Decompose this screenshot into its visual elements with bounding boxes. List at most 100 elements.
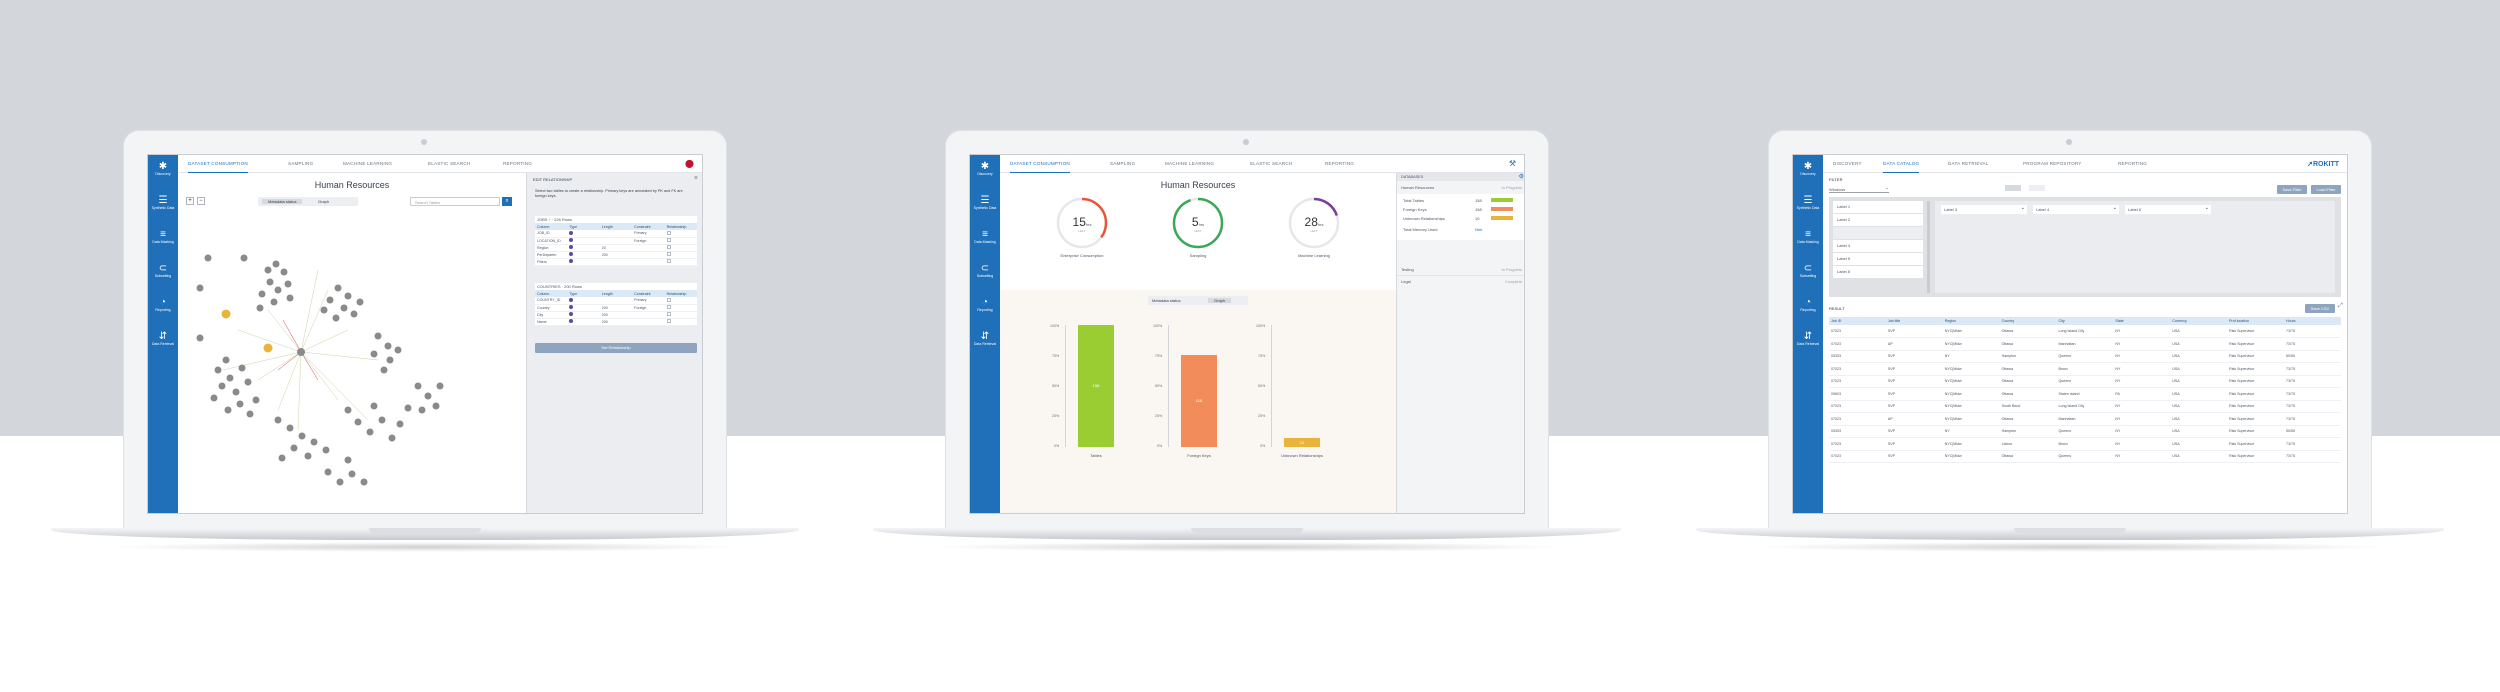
tab-discovery[interactable]: DISCOVERY xyxy=(1833,161,1862,166)
zoom-out-button[interactable]: − xyxy=(197,197,205,205)
table-row[interactable]: COUNTRY_ID Primary xyxy=(535,297,697,305)
tab-reporting[interactable]: REPORTING xyxy=(2118,161,2148,166)
table-row[interactable]: Country 200 Foreign xyxy=(535,304,697,312)
grid-view-icon[interactable] xyxy=(2029,185,2045,191)
table-row[interactable]: 07023 SVP NYC|Midw South Bend Long Island Ci… xyxy=(1829,400,2341,413)
tab-sampling[interactable]: SAMPLING xyxy=(288,161,314,166)
table-row[interactable]: 07023 SVP NYC|Midw Ottawa Queens NY USA Risk Su… xyxy=(1829,375,2341,388)
sidebar-item-discovery[interactable]: ✱ Discovery xyxy=(1793,161,1823,176)
gear-icon[interactable]: ⚙ xyxy=(1518,174,1524,180)
tab-elastic-search[interactable]: ELASTIC SEARCH xyxy=(1250,161,1293,166)
tab-program-repository[interactable]: PROGRAM REPOSITORY xyxy=(2023,161,2082,166)
table-row[interactable]: 07023 SVP NYC|Midw Ottawa Queens NY USA Risk Su… xyxy=(1829,450,2341,463)
relationship-checkbox[interactable] xyxy=(666,238,671,242)
tab-dataset-consumption[interactable]: DATASET CONSUMPTION xyxy=(188,161,248,173)
tab-data-catalog[interactable]: DATA CATALOG xyxy=(1883,161,1920,173)
sidebar-item-synthetic[interactable]: ☰ Synthetic Data xyxy=(970,195,1000,210)
table-row[interactable]: 07023 AP NYC|Midw Ottawa Manhattan NY USA Risk … xyxy=(1829,337,2341,351)
sidebar-item-masking[interactable]: ≡ Data Masking xyxy=(148,229,178,244)
list-item[interactable]: Label 2 xyxy=(1833,214,1923,226)
table-row[interactable]: 07023 AP NYC|Midw Ottawa Manhattan NY USA Risk … xyxy=(1829,412,2341,426)
tab-reporting[interactable]: REPORTING xyxy=(503,161,533,166)
save-filter-button[interactable]: Save Filter xyxy=(2277,185,2307,194)
set-relationship-button[interactable]: Set Relationship xyxy=(535,343,697,353)
column-header[interactable]: Hours xyxy=(2284,317,2341,325)
relationship-checkbox[interactable] xyxy=(666,312,671,316)
list-item-empty[interactable] xyxy=(1833,227,1923,239)
relationship-checkbox[interactable] xyxy=(666,305,671,309)
sidebar-item-retrieval[interactable]: ⇵ Data Retrieval xyxy=(970,331,1000,346)
table-row[interactable]: 05603 SVP NYC|Midw Ottawa Staten Island PA USA… xyxy=(1829,387,2341,401)
table-row[interactable]: LOCATION_ID Foreign xyxy=(535,237,697,245)
relationship-checkbox[interactable] xyxy=(666,230,671,235)
toggle-graph[interactable]: Graph xyxy=(318,199,330,204)
list-scrollbar[interactable] xyxy=(1927,201,1930,293)
filter-dropdown[interactable]: Label 4 ⌄ xyxy=(2033,205,2119,214)
save-csv-button[interactable]: Save CSV xyxy=(2305,304,2335,313)
table-row[interactable]: Region 20 xyxy=(535,244,697,252)
search-input[interactable]: Search Tables xyxy=(410,197,500,206)
sidebar-item-subsetting[interactable]: ⊂ Subsetting xyxy=(148,263,178,278)
sidebar-item-subsetting[interactable]: ⊂ Subsetting xyxy=(1793,263,1823,278)
table-row[interactable]: 07023 SVP NYC|Midw Ottawa Bronx NY USA Risk Sup… xyxy=(1829,362,2341,376)
column-header[interactable]: Job ID xyxy=(1829,317,1886,325)
table-row[interactable]: 05303 SVP NY Hampton Queens NY USA Risk Supervi… xyxy=(1829,425,2341,438)
tab-reporting[interactable]: REPORTING xyxy=(1325,161,1355,166)
table-row[interactable]: 07023 SVP NYC|Midw Lisbon Bronx NY USA Risk Sup… xyxy=(1829,437,2341,451)
relationship-checkbox[interactable] xyxy=(666,297,671,302)
sidebar-item-reporting[interactable]: ◔ Reporting xyxy=(148,297,178,312)
column-header[interactable]: State xyxy=(2113,317,2171,325)
table-row[interactable]: 05303 SVP NY Hampton Queens NY USA Risk Supervi… xyxy=(1829,350,2341,363)
tab-sampling[interactable]: SAMPLING xyxy=(1110,161,1136,166)
sidebar-item-reporting[interactable]: ◔ Reporting xyxy=(1793,297,1823,312)
expand-icon[interactable]: ⤢ xyxy=(2338,303,2343,309)
sidebar-item-masking[interactable]: ≡ Data Masking xyxy=(970,229,1000,244)
column-header[interactable]: Region xyxy=(1942,317,2000,325)
list-item[interactable]: Label 5 xyxy=(1833,253,1923,265)
close-icon[interactable]: × xyxy=(693,175,698,182)
db-row-name[interactable]: Testing xyxy=(1401,267,1414,272)
tab-machine-learning[interactable]: MACHINE LEARNING xyxy=(1165,161,1215,166)
list-item[interactable]: Label 6 xyxy=(1833,266,1923,278)
sidebar-item-subsetting[interactable]: ⊂ Subsetting xyxy=(970,263,1000,278)
sidebar-item-discovery[interactable]: ✱ Discovery xyxy=(970,161,1000,176)
column-header[interactable]: City xyxy=(2056,317,2114,325)
tools-icon[interactable]: ⚒ xyxy=(1508,159,1516,168)
tab-machine-learning[interactable]: MACHINE LEARNING xyxy=(343,161,393,166)
table-row[interactable]: Name 200 xyxy=(535,318,697,326)
table-row[interactable]: PerDepartm 200 xyxy=(535,251,697,259)
column-header[interactable]: Prof.location xyxy=(2227,317,2284,325)
tab-elastic-search[interactable]: ELASTIC SEARCH xyxy=(428,161,471,166)
sidebar-item-synthetic[interactable]: ☰ Synthetic Data xyxy=(148,195,178,210)
relationship-checkbox[interactable] xyxy=(666,319,671,323)
filter-select[interactable]: Windows ⌄ xyxy=(1829,185,1889,193)
filter-dropdown[interactable]: Label 6 ⌄ xyxy=(2125,205,2211,214)
tab-dataset-consumption[interactable]: DATASET CONSUMPTION xyxy=(1010,161,1070,173)
sidebar-item-masking[interactable]: ≡ Data Masking xyxy=(1793,229,1823,244)
table-row[interactable]: City 200 xyxy=(535,311,697,319)
load-filter-button[interactable]: Load Filter xyxy=(2311,185,2341,194)
table-row[interactable]: 07023 SVP NYC|Midw Ottawa Long Island City NY… xyxy=(1829,325,2341,338)
column-header[interactable]: Country xyxy=(1999,317,2057,325)
table-row[interactable]: Filters xyxy=(535,258,697,266)
list-item[interactable]: Label 4 xyxy=(1833,240,1923,252)
sidebar-item-retrieval[interactable]: ⇵ Data Retrieval xyxy=(1793,331,1823,346)
zoom-in-button[interactable]: + xyxy=(186,197,194,205)
toggle-metadata[interactable]: Metadata status xyxy=(262,199,303,204)
view-toggle[interactable]: Metadata status Graph xyxy=(1148,296,1248,305)
db-row-name[interactable]: Legal xyxy=(1401,279,1411,284)
sidebar-item-synthetic[interactable]: ☰ Synthetic Data xyxy=(1793,195,1823,210)
relationship-checkbox[interactable] xyxy=(666,252,671,256)
view-toggle[interactable]: Metadata status Graph xyxy=(258,197,358,206)
relationship-checkbox[interactable] xyxy=(666,259,671,263)
relationship-checkbox[interactable] xyxy=(666,245,671,249)
sidebar-item-retrieval[interactable]: ⇵ Data Retrieval xyxy=(148,331,178,346)
sidebar-item-reporting[interactable]: ◔ Reporting xyxy=(970,297,1000,312)
column-header[interactable]: Currency xyxy=(2170,317,2228,325)
search-icon[interactable]: ⌕ xyxy=(502,197,512,206)
table-row[interactable]: JOB_ID Primary xyxy=(535,230,697,238)
list-view-icon[interactable] xyxy=(2005,185,2021,191)
toggle-metadata[interactable]: Metadata status xyxy=(1152,298,1181,303)
column-header[interactable]: Job title xyxy=(1885,317,1943,325)
list-item[interactable]: Label 1 xyxy=(1833,201,1923,213)
